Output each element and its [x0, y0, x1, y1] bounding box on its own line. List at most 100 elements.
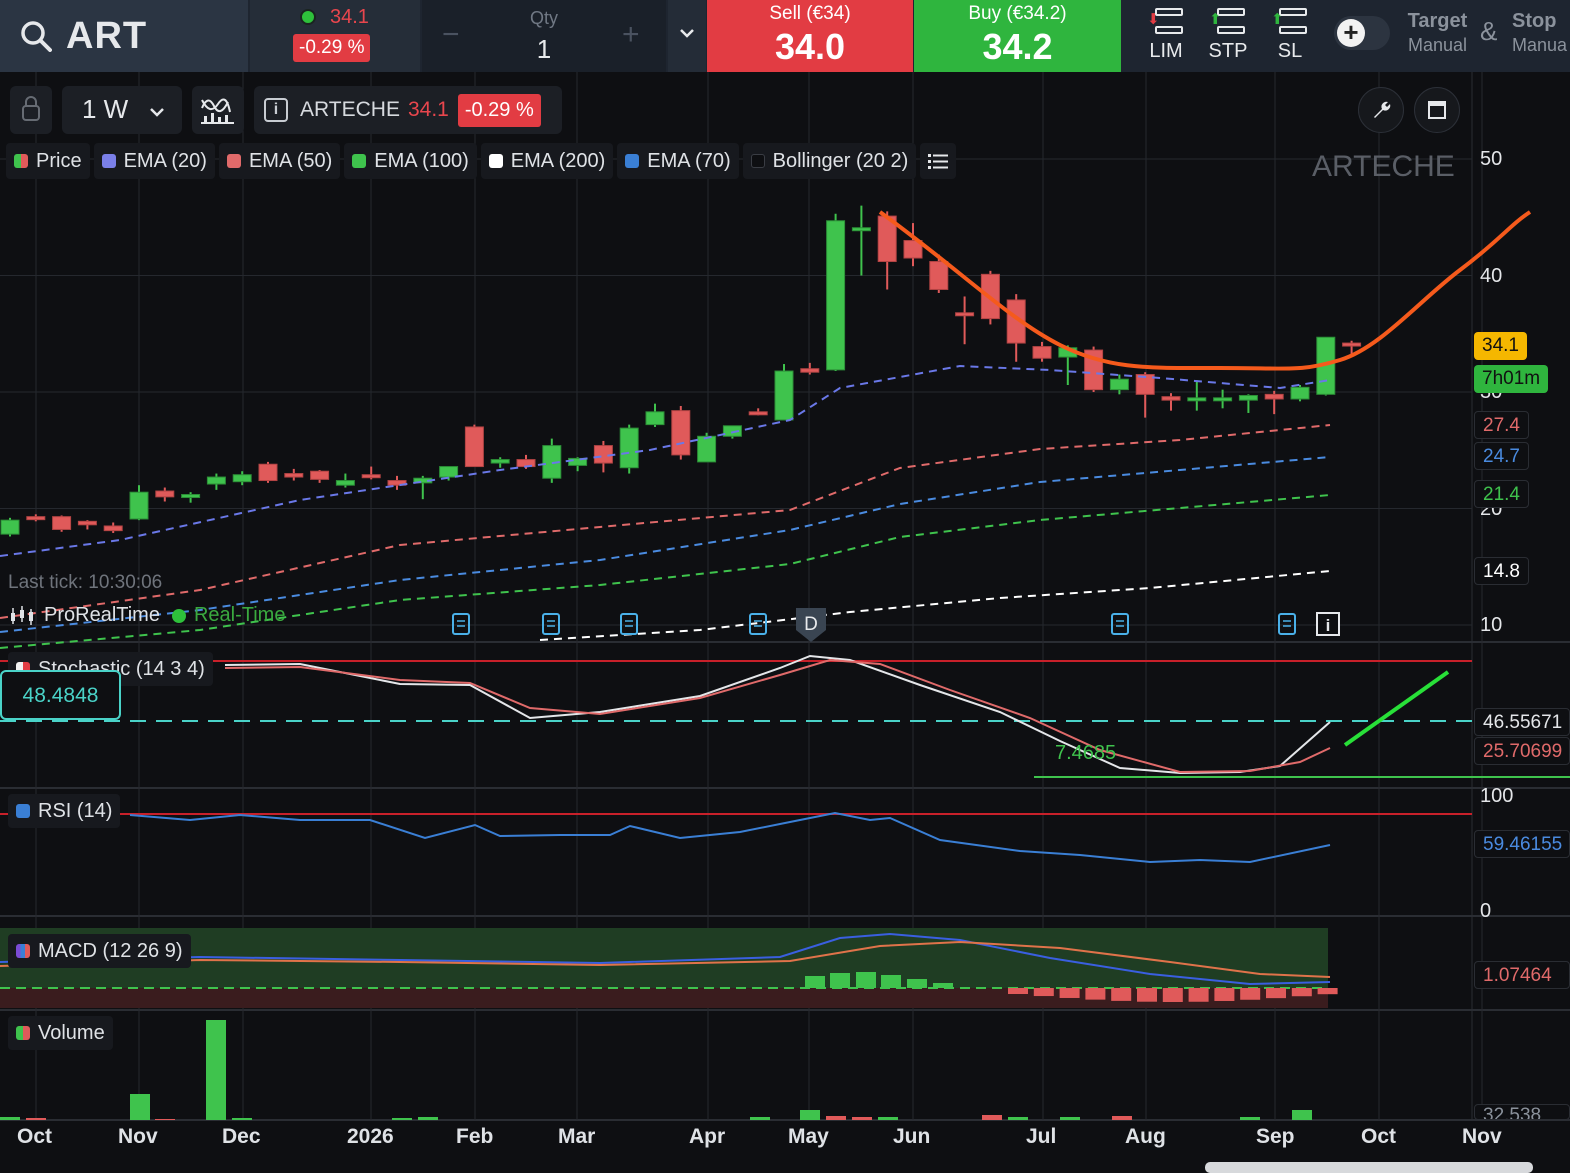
decrease-qty-button[interactable]: − [442, 18, 460, 51]
rsi-label: RSI (14) [38, 799, 113, 822]
candle-body [387, 480, 407, 486]
stochastic-value-box: 48.4848 [0, 670, 121, 720]
candle-body [568, 457, 588, 466]
x-axis-label: Jul [1026, 1125, 1057, 1148]
wrench-icon [1374, 101, 1391, 118]
x-axis-label: Oct [1361, 1125, 1397, 1148]
horizontal-scrollbar[interactable] [1205, 1162, 1533, 1173]
ema70-value-tag: 24.7 [1474, 442, 1529, 470]
target-setting[interactable]: Target Manual [1400, 10, 1475, 56]
volume-pane-label[interactable]: Volume [8, 1016, 113, 1050]
stop-limit-order-label: SL [1277, 40, 1303, 62]
target-mode: Manual [1407, 35, 1468, 55]
stop-setting[interactable]: Stop Manua [1512, 10, 1570, 56]
instrument-info-pill[interactable]: i ARTECHE 34.1 -0.29 % [254, 86, 562, 134]
ema50-value-tag: 27.4 [1474, 411, 1529, 439]
ema200-line [539, 570, 1331, 641]
news-document-icon [452, 613, 470, 635]
candle-body [1032, 346, 1052, 359]
x-axis-label: Aug [1125, 1125, 1166, 1148]
candle-body [1161, 396, 1181, 401]
instrument-change-badge: -0.29 % [457, 93, 541, 127]
candle-body [619, 427, 639, 469]
green-trend-drawing [1343, 670, 1450, 747]
macd-histogram-bar [1188, 988, 1209, 1002]
macd-histogram-bar [1008, 988, 1028, 994]
stop-order-icon: ⬆ [1209, 6, 1247, 38]
candle-body [0, 519, 20, 535]
chart-watermark: ARTECHE [1312, 150, 1455, 183]
volume-bar [1292, 1110, 1312, 1120]
indicators-button[interactable] [192, 86, 244, 134]
limit-order-button[interactable]: ⬇ LIM [1135, 0, 1197, 72]
qty-value[interactable]: 1 [536, 34, 552, 64]
volume-bar [206, 1020, 226, 1120]
candle-body [671, 410, 691, 456]
ema20-swatch-icon [101, 154, 116, 168]
candle-body [129, 491, 149, 520]
macd-histogram-bar [830, 973, 850, 988]
trend-curve-drawing [878, 210, 1532, 371]
legend-item-ema70[interactable]: EMA (70) [617, 143, 739, 179]
candle-body [1109, 378, 1129, 391]
volume-bar [1008, 1117, 1028, 1120]
volume-bar [982, 1115, 1002, 1120]
volume-bar [392, 1118, 412, 1120]
limit-order-icon: ⬇ [1147, 6, 1185, 38]
change-badge: -0.29 % [293, 34, 371, 62]
maximize-window-button[interactable] [1414, 87, 1460, 133]
legend-item-bollinger[interactable]: Bollinger (20 2) [742, 143, 917, 179]
candle-body [1238, 394, 1258, 401]
increase-qty-button[interactable]: + [622, 18, 640, 51]
rsi-pane-label[interactable]: RSI (14) [8, 794, 121, 828]
rsi-axis-bottom: 0 [1480, 900, 1492, 922]
candle-body [258, 463, 278, 482]
legend-item-ema100[interactable]: EMA (100) [344, 143, 477, 179]
list-icon [928, 154, 949, 169]
stop-limit-order-button[interactable]: ⬆ SL [1259, 0, 1321, 72]
candle-body [1264, 393, 1284, 400]
macd-pane-label[interactable]: MACD (12 26 9) [8, 934, 191, 968]
symbol-ticker: ART [66, 14, 148, 57]
chevron-down-icon [150, 108, 165, 117]
plus-icon: + [1337, 19, 1365, 47]
legend-item-ema50[interactable]: EMA (50) [218, 143, 341, 179]
quantity-stepper[interactable]: − Qty 1 + [422, 0, 666, 72]
ema50-line [0, 424, 1331, 619]
candle-body [903, 240, 923, 259]
stop-order-label: STP [1208, 40, 1248, 62]
timeframe-dropdown[interactable]: 1 W [62, 86, 182, 134]
candle-body [542, 445, 562, 479]
legend-item-ema200[interactable]: EMA (200) [480, 143, 614, 179]
symbol-search[interactable]: ART [0, 0, 248, 72]
timeframe-value: 1 W [82, 94, 129, 124]
x-axis-label: May [788, 1125, 829, 1148]
candle-body [1213, 397, 1233, 402]
instrument-price: 34.1 [407, 98, 449, 121]
candle-body [1290, 386, 1310, 400]
candle-body [26, 516, 46, 521]
volume-bar [1112, 1116, 1132, 1120]
candle-body [310, 470, 330, 480]
brackets-toggle[interactable]: + [1334, 16, 1390, 50]
sell-button[interactable]: Sell (€34) 34.0 [707, 0, 913, 72]
candle-body [1135, 374, 1155, 395]
candle-body [722, 425, 742, 437]
lock-button[interactable] [10, 86, 52, 134]
provider-name: ProRealTime [44, 604, 160, 626]
stop-order-button[interactable]: ⬆ STP [1197, 0, 1259, 72]
qty-dropdown-chevron-icon[interactable] [668, 0, 706, 72]
stop-mode: Manua [1512, 35, 1568, 55]
candle-body [748, 411, 768, 416]
lock-icon [22, 96, 40, 121]
legend-list-button[interactable] [920, 143, 957, 179]
legend-item-ema20[interactable]: EMA (20) [93, 143, 215, 179]
settings-wrench-button[interactable] [1358, 87, 1404, 133]
buy-label: Buy (€34.2) [968, 3, 1067, 24]
volume-bar [0, 1117, 20, 1120]
macd-negative-zone [0, 988, 1328, 1008]
candle-body [851, 227, 871, 232]
legend-item-price[interactable]: Price [6, 143, 90, 179]
candle-body [103, 525, 123, 532]
buy-button[interactable]: Buy (€34.2) 34.2 [914, 0, 1121, 72]
